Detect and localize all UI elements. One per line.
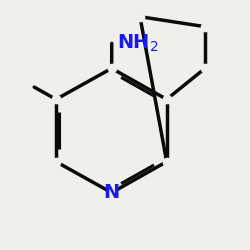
- Text: NH$_2$: NH$_2$: [117, 33, 158, 54]
- Text: N: N: [104, 183, 120, 202]
